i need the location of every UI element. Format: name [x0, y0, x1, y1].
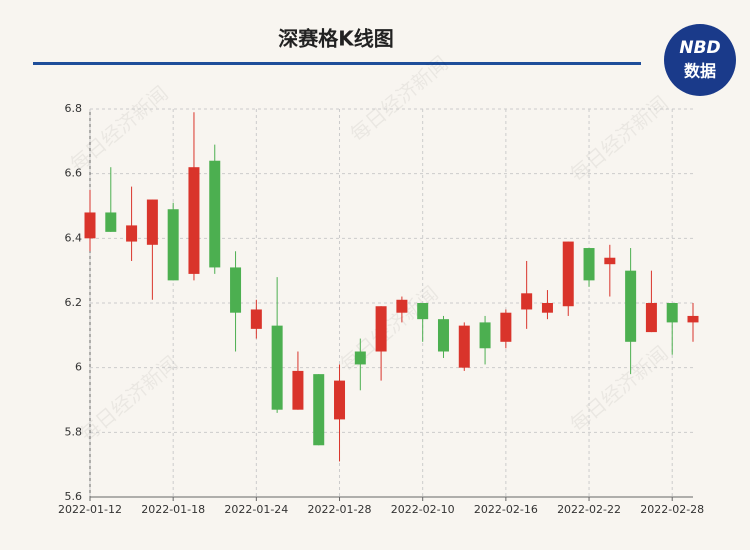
y-tick-label: 6.4 [65, 231, 83, 244]
candle-body [604, 257, 616, 265]
x-tick-label: 2022-02-28 [640, 503, 704, 516]
candle-body [167, 209, 179, 281]
x-tick-label: 2022-02-16 [474, 503, 538, 516]
candle-body [209, 160, 221, 268]
candle-body [271, 325, 283, 410]
x-tick-label: 2022-01-28 [308, 503, 372, 516]
candle-body [188, 167, 200, 274]
candle-body [334, 380, 346, 420]
x-tick-label: 2022-01-18 [141, 503, 205, 516]
title-rule [33, 62, 641, 65]
candle-body [541, 303, 553, 313]
candle-body [84, 212, 96, 239]
candle-body [687, 315, 699, 323]
x-tick-label: 2022-02-10 [391, 503, 455, 516]
candle-body [250, 309, 262, 329]
candle-body [583, 248, 595, 281]
candle-body [562, 241, 574, 307]
chart-title: 深赛格K线图 [278, 27, 394, 51]
candle-body [313, 374, 325, 446]
candle-body [666, 303, 678, 323]
candle-body [396, 299, 408, 313]
candle-body [458, 325, 470, 368]
y-tick-label: 6.6 [65, 167, 83, 180]
y-tick-label: 5.8 [65, 425, 83, 438]
candle-body [645, 303, 657, 333]
candle-body [126, 225, 138, 242]
logo-top: NBD [679, 38, 720, 58]
candle-body [230, 267, 242, 313]
candle-body [375, 306, 387, 352]
x-tick-label: 2022-02-22 [557, 503, 621, 516]
candle-body [417, 303, 429, 320]
candle-body [500, 312, 512, 342]
candle-body [354, 351, 366, 365]
x-tick-label: 2022-01-24 [224, 503, 288, 516]
logo [664, 24, 736, 96]
candle-body [479, 322, 491, 349]
logo-bottom: 数据 [684, 62, 716, 81]
candle-body [105, 212, 117, 232]
candle-body [625, 270, 637, 342]
candle-body [521, 293, 533, 310]
candle-body [292, 370, 304, 410]
y-tick-label: 6.2 [65, 296, 83, 309]
y-tick-label: 5.6 [65, 490, 83, 503]
y-tick-label: 6.8 [65, 102, 83, 115]
x-tick-label: 2022-01-12 [58, 503, 122, 516]
candle-body [437, 319, 449, 352]
y-tick-label: 6 [75, 361, 82, 374]
candle-body [146, 199, 158, 245]
